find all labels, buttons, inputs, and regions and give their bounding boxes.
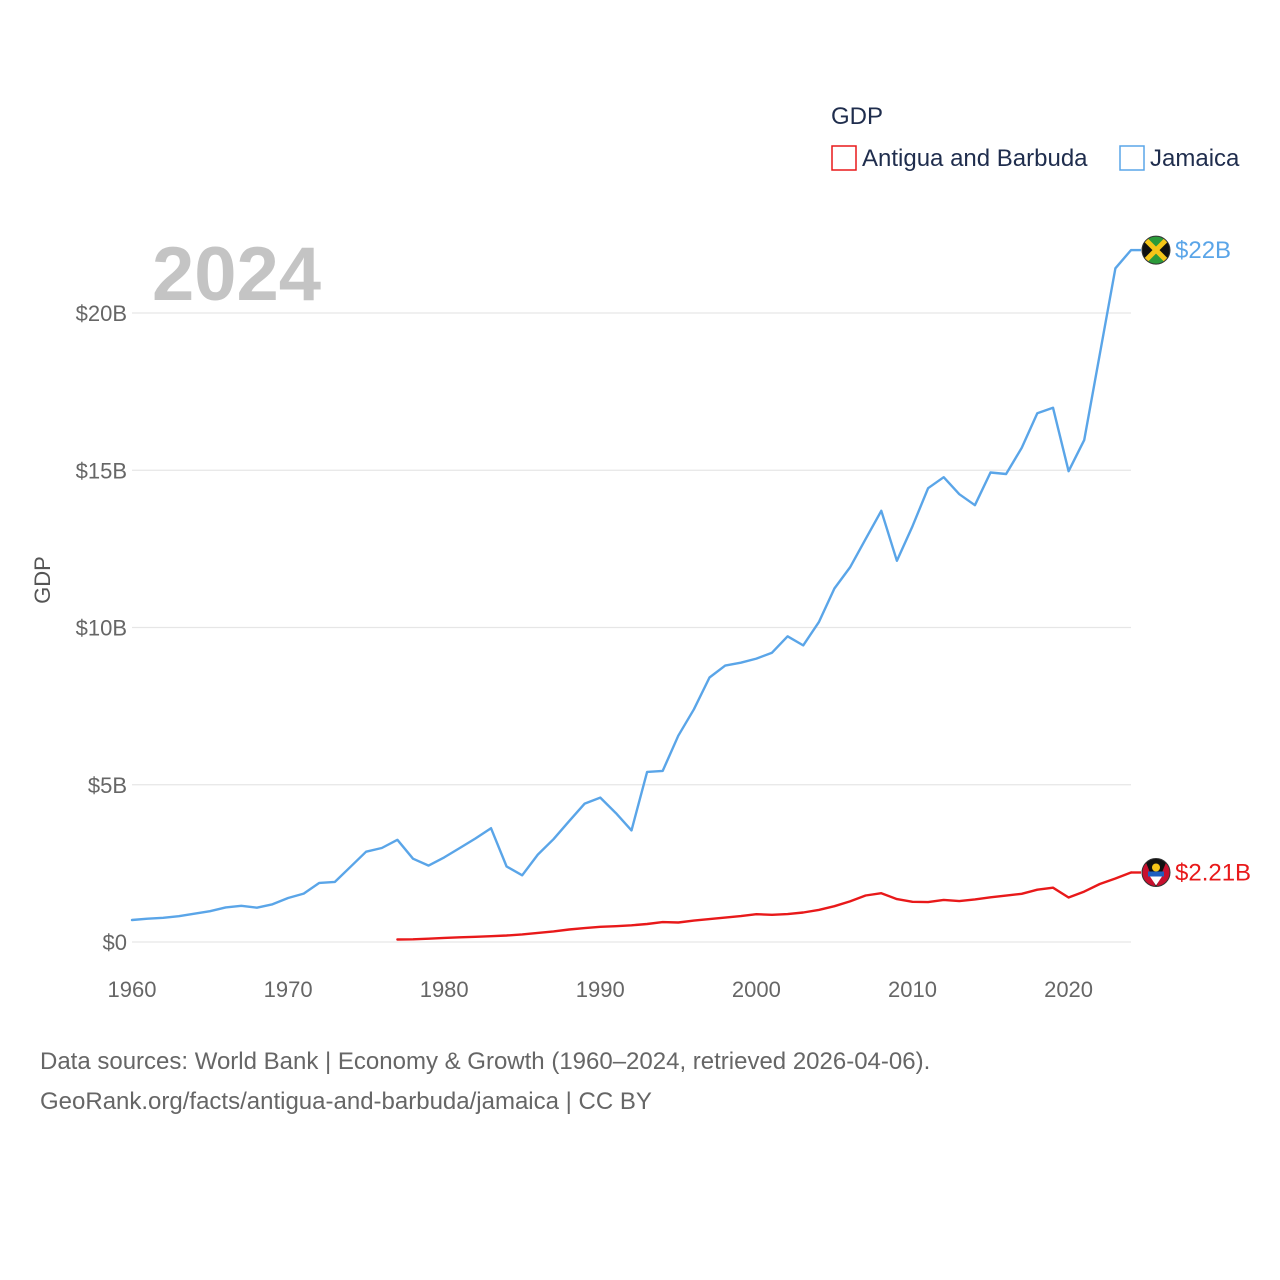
data-sources-text: Data sources: World Bank | Economy & Gro… — [40, 1048, 931, 1075]
x-tick-label: 1990 — [576, 977, 625, 1002]
legend-swatch-jamaica — [1119, 145, 1145, 171]
legend-label-antigua-and-barbuda: Antigua and Barbuda — [862, 145, 1088, 172]
y-tick-label: $0 — [103, 930, 127, 955]
y-axis-ticks: $0 $5B $10B $15B $20B — [76, 301, 127, 955]
y-tick-label: $20B — [76, 301, 127, 326]
source-link[interactable]: GeoRank.org/facts/antigua-and-barbuda/ja… — [40, 1088, 652, 1115]
x-tick-label: 1970 — [264, 977, 313, 1002]
legend-item-antigua-and-barbuda[interactable]: Antigua and Barbuda — [831, 145, 1088, 172]
x-tick-label: 2020 — [1044, 977, 1093, 1002]
grid-lines — [132, 312, 1131, 943]
end-value-label: $22B — [1175, 237, 1231, 264]
gdp-line-chart: $0 $5B $10B $15B $20B 1960 1970 1980 1990 2000 20… — [30, 103, 1251, 1002]
jamaica-flag-icon — [1141, 235, 1171, 265]
y-tick-label: $15B — [76, 458, 127, 483]
y-tick-label: $5B — [88, 773, 127, 798]
antigua-and-barbuda-flag-icon — [1141, 857, 1171, 887]
legend-title: GDP — [831, 103, 883, 130]
x-tick-label: 2010 — [888, 977, 937, 1002]
y-axis-title: GDP — [30, 556, 55, 604]
footer: Data sources: World Bank | Economy & Gro… — [40, 1042, 930, 1122]
series-line-antigua-and-barbuda[interactable] — [396, 871, 1133, 941]
legend-label-jamaica: Jamaica — [1150, 145, 1240, 172]
legend: GDP Antigua and Barbuda Jamaica — [831, 103, 1240, 172]
series-endpoints: $22B $2.21B — [1131, 235, 1251, 887]
x-tick-label: 2000 — [732, 977, 781, 1002]
legend-item-jamaica[interactable]: Jamaica — [1119, 145, 1240, 172]
x-tick-label: 1980 — [420, 977, 469, 1002]
series-line-jamaica[interactable] — [130, 248, 1133, 922]
x-axis-ticks: 1960 1970 1980 1990 2000 2010 2020 — [108, 977, 1094, 1002]
series-lines — [130, 248, 1133, 941]
x-tick-label: 1960 — [108, 977, 157, 1002]
current-year-label: 2024 — [152, 232, 321, 317]
end-value-label: $2.21B — [1175, 859, 1251, 886]
y-tick-label: $10B — [76, 616, 127, 641]
legend-swatch-antigua-and-barbuda — [831, 145, 857, 171]
